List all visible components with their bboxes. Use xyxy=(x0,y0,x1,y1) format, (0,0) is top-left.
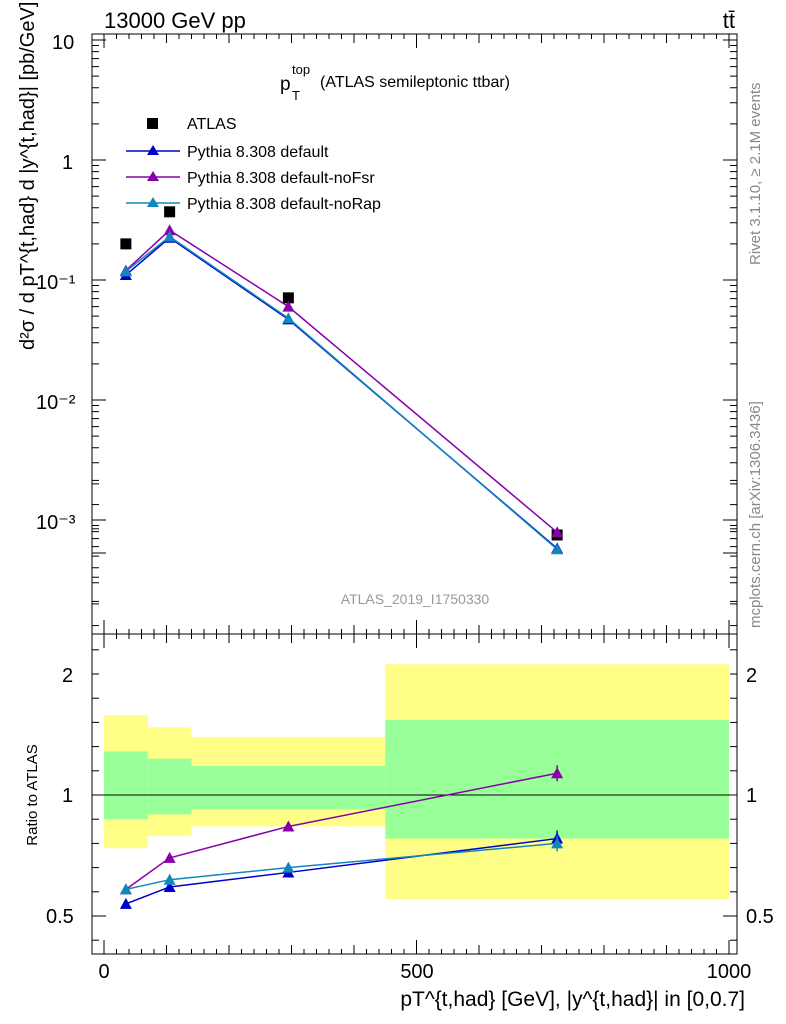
legend-marker-atlas xyxy=(147,118,158,129)
title-sup: top xyxy=(292,62,310,77)
ratio-series xyxy=(119,765,564,909)
ratio-data-point xyxy=(282,820,295,832)
main-y-axis-label: d²σ / d pT^{t,had} d |y^{t,had}| [pb/GeV… xyxy=(17,2,39,350)
mc-data-point xyxy=(282,300,295,312)
ratio-data-point xyxy=(551,837,564,849)
xtick-label: 0 xyxy=(98,961,109,983)
x-axis-label: pT^{t,had} [GeV], |y^{t,had}| in [0,0.7] xyxy=(400,988,745,1011)
ratio-data-point xyxy=(119,897,132,909)
ratio-ytick-label: 0.5 xyxy=(46,906,74,928)
ratio-band-green xyxy=(147,758,192,815)
main-y-tick-labels: 10⁻³ 10⁻² 10⁻¹ 1 10 xyxy=(36,32,76,534)
mc-data-point xyxy=(551,526,564,538)
ratio-band-green xyxy=(191,765,386,810)
title-sub: T xyxy=(292,88,300,103)
atlas-data-point xyxy=(120,238,132,250)
mc-data-point xyxy=(163,224,176,236)
legend-label: Pythia 8.308 default-noFsr xyxy=(187,170,375,187)
ratio-ytick-label-right: 2 xyxy=(746,665,757,687)
xtick-label: 500 xyxy=(400,961,433,983)
atlas-data-point xyxy=(164,206,176,218)
ratio-ytick-label-right: 0.5 xyxy=(746,906,774,928)
legend-marker-nofsr xyxy=(147,171,159,181)
ratio-data-point xyxy=(119,883,132,895)
atlas-data-point xyxy=(282,292,294,304)
ratio-bands xyxy=(92,664,737,900)
ratio-series-line xyxy=(125,842,558,891)
ratio-ytick-label: 1 xyxy=(62,785,73,807)
ratio-data-point xyxy=(282,861,295,873)
rivet-version-label: Rivet 3.1.10, ≥ 2.1M events xyxy=(747,83,764,266)
mc-series-line xyxy=(125,229,558,533)
title-p: p xyxy=(280,74,291,95)
plot-title: p top T (ATLAS semileptonic ttbar) xyxy=(280,62,510,103)
main-ytick-label: 1 xyxy=(62,152,73,174)
main-ytick-label: 10⁻² xyxy=(36,392,76,414)
title-rest: (ATLAS semileptonic ttbar) xyxy=(320,74,510,91)
legend-label: Pythia 8.308 default-noRap xyxy=(187,196,381,213)
ratio-data-point xyxy=(163,880,176,892)
mc-data-point xyxy=(282,312,295,324)
ratio-data-point xyxy=(551,767,564,779)
process-label: tt̄ xyxy=(723,8,735,33)
ratio-ytick-label-right: 1 xyxy=(746,785,757,807)
legend-marker-default xyxy=(147,145,159,155)
ratio-data-point xyxy=(163,873,176,885)
axis-ticks xyxy=(92,34,737,954)
mcplots-label: mcplots.cern.ch [arXiv:1306.3436] xyxy=(747,401,764,628)
mc-series-line xyxy=(125,236,558,549)
mc-data-point xyxy=(119,265,132,277)
mc-data-point xyxy=(163,230,176,242)
legend-label: ATLAS xyxy=(187,116,237,133)
ratio-data-point xyxy=(163,851,176,863)
main-ytick-label: 10 xyxy=(52,32,74,54)
xtick-label: 1000 xyxy=(707,961,752,983)
mc-series-line xyxy=(125,235,558,550)
ratio-ytick-label: 2 xyxy=(62,665,73,687)
ratio-band-green xyxy=(104,751,148,820)
main-ytick-label: 10⁻¹ xyxy=(36,272,76,294)
ratio-y-axis-label: Ratio to ATLAS xyxy=(24,744,41,845)
energy-label: 13000 GeV pp xyxy=(104,8,246,33)
legend-marker-norap xyxy=(147,197,159,207)
ratio-plot-frame xyxy=(91,633,738,955)
legend-label: Pythia 8.308 default xyxy=(187,144,329,161)
mc-data-point xyxy=(551,543,564,555)
main-series xyxy=(119,206,564,555)
legend: ATLAS Pythia 8.308 default Pythia 8.308 … xyxy=(126,116,381,213)
main-ytick-label: 10⁻³ xyxy=(36,512,76,534)
analysis-label: ATLAS_2019_I1750330 xyxy=(341,591,490,607)
ratio-series-line xyxy=(125,772,558,890)
